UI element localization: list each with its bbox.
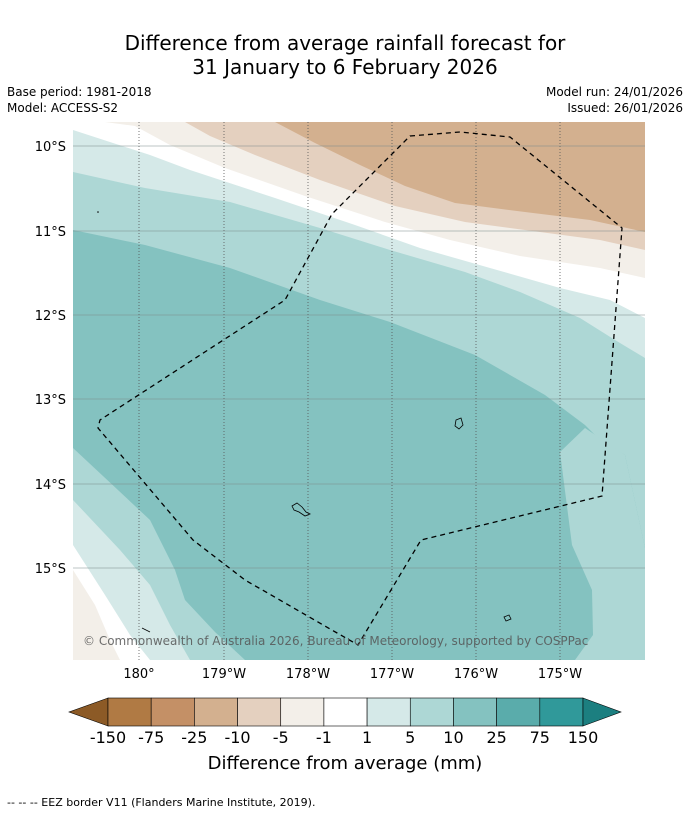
colorbar-swatch	[107, 697, 152, 727]
colorbar-tick-label: -10	[224, 728, 250, 747]
rainfall-map-figure: 10°S 11°S 12°S 13°S 14°S 15°S 180° 179°W…	[35, 122, 645, 747]
colorbar-swatch	[237, 697, 282, 727]
colorbar-swatch	[539, 697, 584, 727]
island-central	[291, 502, 311, 517]
colorbar-tick-label: 5	[405, 728, 415, 747]
colorbar-arrow-low	[68, 697, 109, 727]
colorbar-tick-label: -1	[316, 728, 332, 747]
issued-date: Issued: 26/01/2026	[567, 101, 683, 115]
lat-label-10s: 10°S	[35, 140, 66, 155]
colorbar-swatch	[366, 697, 411, 727]
lat-label-13s: 13°S	[35, 393, 66, 408]
lat-label-15s: 15°S	[35, 562, 66, 577]
lat-label-12s: 12°S	[35, 309, 66, 324]
lon-label-178w: 178°W	[286, 667, 330, 682]
island-south	[503, 614, 512, 622]
colorbar-tick-label: -150	[90, 728, 126, 747]
lon-label-177w: 177°W	[370, 667, 414, 682]
colorbar	[68, 697, 622, 727]
colorbar-tick-label: 25	[486, 728, 506, 747]
lon-label-180: 180°	[123, 667, 154, 682]
latitude-labels: 10°S 11°S 12°S 13°S 14°S 15°S	[35, 140, 66, 577]
colorbar-tick-label: -75	[138, 728, 164, 747]
colorbar-label: Difference from average (mm)	[207, 753, 483, 774]
colorbar-tick-label: 75	[530, 728, 550, 747]
lon-label-176w: 176°W	[454, 667, 498, 682]
island-east	[454, 417, 464, 430]
map-title-line1: Difference from average rainfall forecas…	[124, 31, 566, 55]
copyright-notice: © Commonwealth of Australia 2026, Bureau…	[83, 634, 588, 648]
band-neg10-neg25	[275, 122, 645, 232]
eez-legend-note: -- -- -- EEZ border V11 (Flanders Marine…	[7, 796, 316, 809]
colorbar-tick-label: -25	[181, 728, 207, 747]
island-sliver	[141, 627, 151, 633]
colorbar-arrow-high	[582, 697, 622, 727]
colorbar-swatch	[194, 697, 238, 727]
longitude-labels: 180° 179°W 178°W 177°W 176°W 175°W	[123, 667, 582, 682]
lat-label-11s: 11°S	[35, 225, 66, 240]
colorbar-tick-labels: -150 -75 -25 -10 -5 -1 1 5 10 25 75 150	[90, 728, 598, 747]
model-run: Model run: 24/01/2026	[545, 85, 683, 99]
colorbar-swatch	[280, 697, 325, 727]
map-title-line2: 31 January to 6 February 2026	[192, 55, 498, 79]
map-area	[73, 122, 645, 660]
colorbar-swatch	[150, 697, 195, 727]
colorbar-tick-label: 150	[568, 728, 599, 747]
colorbar-tick-label: 1	[362, 728, 372, 747]
lon-label-175w: 175°W	[538, 667, 582, 682]
base-period: Base period: 1981-2018	[7, 85, 152, 99]
colorbar-swatch	[409, 697, 454, 727]
lat-label-14s: 14°S	[35, 478, 66, 493]
latitude-gridlines	[73, 145, 645, 569]
colorbar-swatch	[323, 697, 368, 727]
model-name: Model: ACCESS-S2	[7, 101, 119, 115]
colorbar-tick-label: 10	[443, 728, 463, 747]
colorbar-tick-label: -5	[273, 728, 289, 747]
band-5-10-east	[560, 428, 645, 660]
colorbar-swatch	[453, 697, 497, 727]
island-dot	[97, 211, 99, 213]
lon-label-179w: 179°W	[202, 667, 246, 682]
band-neg1-south	[73, 570, 120, 660]
colorbar-swatch	[496, 697, 541, 727]
